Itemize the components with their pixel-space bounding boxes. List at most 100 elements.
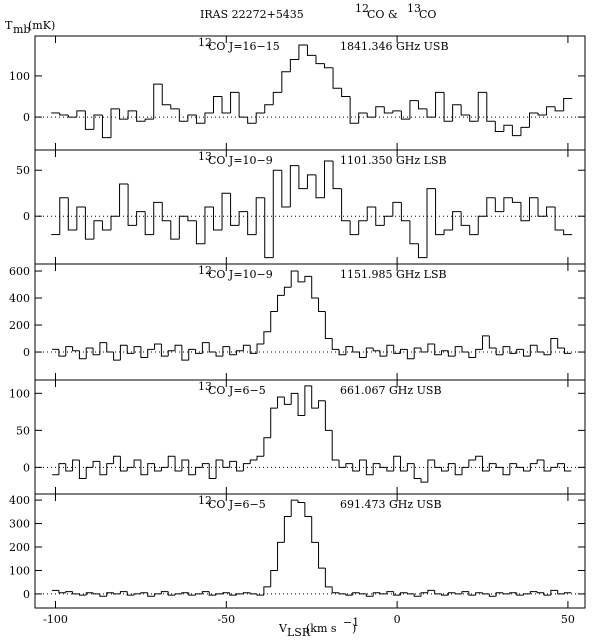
spectrum-channel [208,591,217,596]
y-tick-label: 0 [23,346,30,359]
spectrum-channel [201,591,210,594]
spectrum-channel [417,100,428,110]
spectrum-channel [494,121,504,132]
y-tick-label: 200 [9,319,30,332]
spectrum-channel [529,463,538,472]
spectrum-channel [488,463,497,472]
y-label-subscript: mb [13,23,30,36]
spectrum-channel [65,346,73,357]
spectrum-channel [283,286,292,296]
spectrum-channel [181,459,189,472]
spectrum-channel [133,593,141,596]
spectrum-channel [208,463,217,479]
spectrum-channel [195,466,203,475]
spectrum-channel [215,459,223,479]
spectrum-channel [434,459,442,468]
spectrum-channel [477,91,487,122]
line-isotope: 12 [198,264,212,277]
spectrum-channel [272,169,282,258]
y-tick-label: 50 [16,424,30,437]
spectrum-channel [482,456,490,472]
spectrum-channel [59,197,69,235]
spectrum-channel [486,92,496,122]
spectrum-channel [67,115,77,118]
spectrum-channel [482,592,490,595]
spectrum-channel [76,110,86,118]
spectrum-channel [78,459,87,479]
spectrum-channel [503,124,513,132]
spectrum-channel [318,298,326,313]
spectrum-channel [247,117,257,124]
spectrum-channel [113,352,121,361]
spectrum-channel [461,591,469,594]
spectrum-channel [238,92,248,118]
spectrum-channel [154,593,162,597]
spectrum-channel [188,459,196,476]
y-tick-label: 50 [16,164,30,177]
spectrum-channel [85,466,94,479]
spectrum-channel [242,592,251,594]
spectrum-channel [345,463,353,468]
spectrum-channel [563,98,573,111]
spectrum-channel [170,104,180,110]
spectrum-channel [92,460,100,468]
spectrum-channel [383,106,393,114]
spectrum-channel [215,593,223,596]
spectrum-channel [502,467,510,476]
x-tick-label: 0 [394,613,401,626]
spectrum-channel [58,349,66,357]
spectrum-channel [557,338,565,349]
spectrum-channel [413,593,422,597]
spectrum-channel [427,459,435,483]
spectrum-channel [277,294,285,312]
spectrum-channel [447,592,456,596]
spectrum-channel [341,88,351,97]
spectrum-channel [331,338,340,350]
spectrum-channel [488,593,497,597]
spectrum-channel [379,463,387,468]
line-isotope: 12 [198,36,212,49]
spectrum-channel [516,592,524,596]
spectrum-channel [119,591,128,594]
spectrum-channel [160,591,169,594]
spectrum-channel [475,592,483,596]
spectrum-channel [454,463,463,476]
spectrum-channel [331,430,340,461]
spectrum-channel [277,541,285,571]
spectrum-channel [379,592,387,595]
spectrum-channel [272,91,282,105]
line-species: CO J=6−5 [208,384,266,397]
spectrum-channel [187,114,197,122]
spectrum-channel [153,201,163,235]
spectrum-channel [160,466,169,472]
spectrum-channel [409,220,419,245]
spectrum-channel [495,592,504,597]
spectrum-channel [167,350,176,357]
y-tick-label: 100 [9,70,30,83]
spectrum-channel [509,346,517,354]
x-label: V [278,622,288,635]
x-label-unit: (km s [306,622,337,635]
spectrum-channel [324,311,333,340]
spectrum-channel [195,115,205,124]
spectrum-channel [84,110,94,130]
spectrum-channel [375,106,385,118]
spectrum-channel [106,592,114,597]
x-tick-label: 50 [561,613,575,626]
spectrum-channel [475,348,483,358]
spectrum-channel [306,45,316,56]
spectrum-channel [221,96,231,114]
spectrum-channel [297,500,305,503]
spectrum-channel [140,592,148,594]
spectrum-channel [406,349,415,360]
line-frequency: 1841.346 GHz USB [340,40,449,53]
line-species: CO J=16−15 [208,40,280,53]
spectrum-channel [400,202,410,222]
spectrum-channel [537,112,547,116]
spectrum-channel [147,592,155,597]
spectrum-channel [242,463,251,472]
spectrum-channel [65,463,73,472]
spectrum-channel [393,591,401,596]
